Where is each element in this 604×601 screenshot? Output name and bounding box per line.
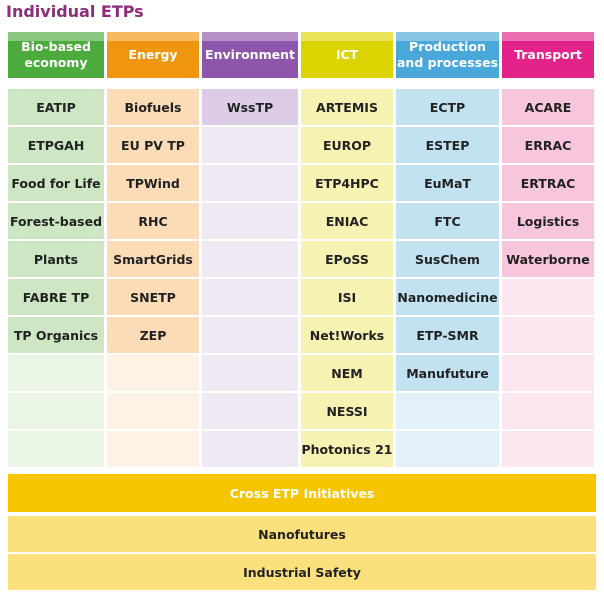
empty-cell xyxy=(202,203,298,239)
column-header: Environment xyxy=(202,32,298,78)
etp-cell[interactable]: ERRAC xyxy=(502,127,594,163)
etp-cell[interactable]: ARTEMIS xyxy=(301,89,393,125)
etp-cell[interactable]: Manufuture xyxy=(396,355,499,391)
empty-cell xyxy=(8,431,104,467)
page-title: Individual ETPs xyxy=(6,2,144,21)
header-highlight xyxy=(202,32,298,41)
column-header-label: Bio-based economy xyxy=(21,39,91,70)
etp-cell[interactable]: WssTP xyxy=(202,89,298,125)
header-highlight xyxy=(396,32,499,41)
etp-cell[interactable]: ERTRAC xyxy=(502,165,594,201)
etp-cell[interactable]: Waterborne xyxy=(502,241,594,277)
cross-item-industrial-safety[interactable]: Industrial Safety xyxy=(8,554,596,590)
etp-cell[interactable]: SmartGrids xyxy=(107,241,199,277)
etp-cell[interactable]: ESTEP xyxy=(396,127,499,163)
header-highlight xyxy=(301,32,393,41)
column-5: Transport ACARE ERRAC ERTRAC Logistics Waterb… xyxy=(502,32,594,467)
empty-cell xyxy=(396,431,499,467)
etp-cell[interactable]: ZEP xyxy=(107,317,199,353)
etp-cell[interactable]: Photonics 21 xyxy=(301,431,393,467)
etp-cell[interactable]: FABRE TP xyxy=(8,279,104,315)
etp-cell[interactable]: FTC xyxy=(396,203,499,239)
etp-cell[interactable]: Biofuels xyxy=(107,89,199,125)
column-header-label: Transport xyxy=(514,47,582,62)
empty-cell xyxy=(202,127,298,163)
empty-cell xyxy=(202,279,298,315)
column-header-label: Environment xyxy=(205,47,295,62)
etp-cell[interactable]: Logistics xyxy=(502,203,594,239)
column-header: Bio-based economy xyxy=(8,32,104,78)
etp-cell[interactable]: ETPGAH xyxy=(8,127,104,163)
etp-cell[interactable]: ENIAC xyxy=(301,203,393,239)
empty-cell xyxy=(202,165,298,201)
etp-cell[interactable]: Food for Life xyxy=(8,165,104,201)
etp-cell[interactable]: Plants xyxy=(8,241,104,277)
empty-cell xyxy=(202,355,298,391)
empty-cell xyxy=(8,393,104,429)
column-3: ICT ARTEMIS EUROP ETP4HPC ENIAC EPoSS ISI Net!W… xyxy=(301,32,393,467)
empty-cell xyxy=(202,317,298,353)
empty-cell xyxy=(8,355,104,391)
column-header-label: Energy xyxy=(128,47,178,62)
column-0: Bio-based economy EATIP ETPGAH Food for Lif… xyxy=(8,32,104,467)
empty-cell xyxy=(396,393,499,429)
column-header: Production and processes xyxy=(396,32,499,78)
column-header: Transport xyxy=(502,32,594,78)
empty-cell xyxy=(202,431,298,467)
etp-cell[interactable]: RHC xyxy=(107,203,199,239)
empty-cell xyxy=(502,279,594,315)
etp-cell[interactable]: NESSI xyxy=(301,393,393,429)
etp-cell[interactable]: SNETP xyxy=(107,279,199,315)
empty-cell xyxy=(202,393,298,429)
etp-cell[interactable]: ETP4HPC xyxy=(301,165,393,201)
empty-cell xyxy=(502,317,594,353)
header-highlight xyxy=(8,32,104,41)
column-header-label: Production and processes xyxy=(396,39,499,70)
etp-cell[interactable]: Nanomedicine xyxy=(396,279,499,315)
etp-cell[interactable]: EATIP xyxy=(8,89,104,125)
column-header-label: ICT xyxy=(335,47,359,62)
cross-item-nanofutures[interactable]: Nanofutures xyxy=(8,516,596,552)
cross-etp-header: Cross ETP Initiatives xyxy=(8,474,596,512)
etp-cell[interactable]: Forest-based xyxy=(8,203,104,239)
column-header: ICT xyxy=(301,32,393,78)
etp-cell[interactable]: NEM xyxy=(301,355,393,391)
etp-cell[interactable]: EuMaT xyxy=(396,165,499,201)
column-1: Energy Biofuels EU PV TP TPWind RHC SmartGrid… xyxy=(107,32,199,467)
etp-cell[interactable]: EUROP xyxy=(301,127,393,163)
empty-cell xyxy=(107,431,199,467)
empty-cell xyxy=(502,355,594,391)
empty-cell xyxy=(107,355,199,391)
etp-cell[interactable]: EU PV TP xyxy=(107,127,199,163)
empty-cell xyxy=(107,393,199,429)
etp-cell[interactable]: Net!Works xyxy=(301,317,393,353)
etp-cell[interactable]: EPoSS xyxy=(301,241,393,277)
etp-cell[interactable]: SusChem xyxy=(396,241,499,277)
etp-cell[interactable]: ACARE xyxy=(502,89,594,125)
etp-cell[interactable]: TPWind xyxy=(107,165,199,201)
empty-cell xyxy=(202,241,298,277)
column-header: Energy xyxy=(107,32,199,78)
empty-cell xyxy=(502,431,594,467)
column-2: Environment WssTP xyxy=(202,32,298,467)
header-highlight xyxy=(107,32,199,41)
etp-cell[interactable]: ETP-SMR xyxy=(396,317,499,353)
etp-cell[interactable]: ISI xyxy=(301,279,393,315)
header-highlight xyxy=(502,32,594,41)
etp-cell[interactable]: ECTP xyxy=(396,89,499,125)
column-4: Production and processes ECTP ESTEP EuMaT FT… xyxy=(396,32,499,467)
empty-cell xyxy=(502,393,594,429)
etp-cell[interactable]: TP Organics xyxy=(8,317,104,353)
